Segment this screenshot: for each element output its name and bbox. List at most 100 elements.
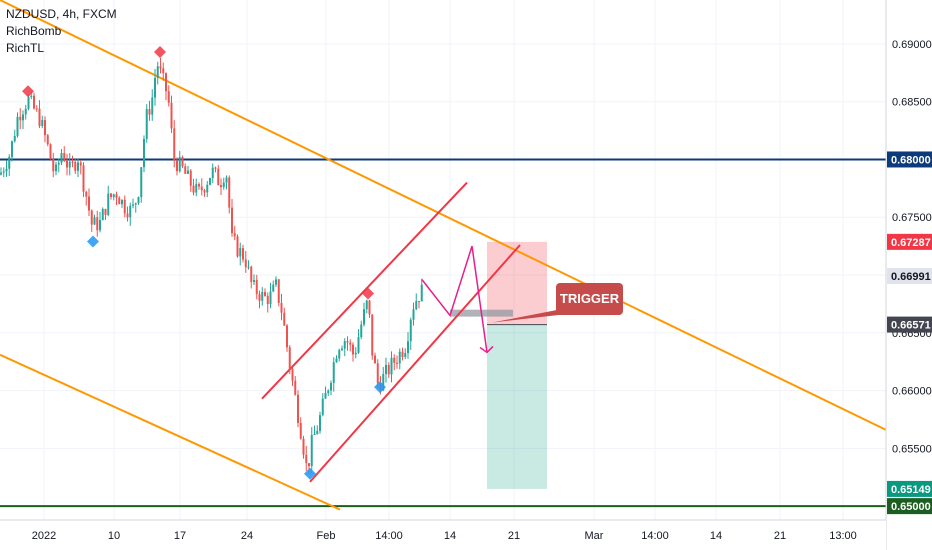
candle-body[interactable] (302, 438, 305, 455)
candle-body[interactable] (404, 353, 407, 357)
candle-body[interactable] (269, 291, 272, 305)
candle-body[interactable] (33, 95, 35, 109)
time-axis[interactable] (0, 520, 886, 550)
candle-body[interactable] (319, 415, 321, 431)
candle-body[interactable] (365, 300, 368, 310)
trigger-callout[interactable] (556, 283, 623, 315)
candle-body[interactable] (88, 196, 90, 211)
candle-body[interactable] (68, 161, 71, 168)
trendline[interactable] (261, 181, 468, 400)
candle-body[interactable] (222, 182, 225, 188)
candle-body[interactable] (206, 184, 209, 193)
candle-body[interactable] (85, 191, 88, 197)
candle-body[interactable] (277, 279, 280, 303)
candle-body[interactable] (308, 463, 310, 467)
candle-body[interactable] (71, 161, 74, 163)
candle-body[interactable] (24, 108, 27, 115)
candle-body[interactable] (178, 157, 181, 172)
candle-body[interactable] (266, 295, 269, 305)
candle-body[interactable] (349, 342, 352, 345)
candle-body[interactable] (66, 160, 68, 168)
candle-body[interactable] (112, 194, 115, 197)
swing-low-marker[interactable] (304, 467, 316, 480)
candle-body[interactable] (22, 114, 24, 121)
candle-body[interactable] (297, 394, 299, 423)
candle-body[interactable] (415, 301, 418, 310)
candle-body[interactable] (396, 362, 398, 364)
candle-body[interactable] (60, 153, 63, 163)
take-profit-zone[interactable] (487, 324, 547, 489)
trendline[interactable] (309, 244, 521, 483)
candle-body[interactable] (145, 109, 148, 139)
candle-body[interactable] (41, 120, 44, 126)
candle-body[interactable] (2, 171, 5, 173)
candle-body[interactable] (165, 73, 167, 92)
indicator-richtl[interactable]: RichTL (6, 41, 45, 55)
trendline[interactable] (0, 353, 341, 511)
candle-body[interactable] (162, 68, 165, 74)
candle-body[interactable] (118, 197, 121, 205)
candle-body[interactable] (96, 217, 99, 231)
candle-body[interactable] (409, 319, 412, 342)
candle-body[interactable] (258, 294, 261, 301)
candle-body[interactable] (101, 208, 104, 221)
candle-body[interactable] (19, 116, 22, 121)
candle-body[interactable] (401, 351, 404, 357)
candle-body[interactable] (283, 312, 286, 326)
candle-body[interactable] (291, 369, 294, 381)
candle-body[interactable] (236, 236, 239, 257)
candle-body[interactable] (374, 355, 376, 364)
candle-body[interactable] (310, 434, 313, 467)
candle-body[interactable] (27, 97, 30, 109)
candle-body[interactable] (407, 341, 409, 354)
candle-body[interactable] (214, 167, 217, 169)
candle-body[interactable] (346, 341, 349, 343)
candle-body[interactable] (305, 454, 308, 464)
candle-body[interactable] (115, 194, 118, 198)
candle-body[interactable] (264, 291, 266, 296)
candle-body[interactable] (393, 357, 396, 363)
candle-body[interactable] (187, 170, 189, 174)
candle-body[interactable] (231, 207, 233, 234)
candle-body[interactable] (203, 190, 206, 193)
candle-body[interactable] (330, 382, 332, 391)
candle-body[interactable] (288, 347, 291, 370)
candle-body[interactable] (55, 164, 57, 172)
candle-body[interactable] (418, 301, 420, 303)
candle-body[interactable] (8, 156, 11, 169)
candle-body[interactable] (195, 184, 198, 193)
candle-body[interactable] (49, 144, 52, 160)
candle-body[interactable] (239, 248, 242, 257)
swing-high-marker[interactable] (154, 46, 166, 58)
candle-body[interactable] (382, 374, 385, 391)
candle-body[interactable] (173, 128, 176, 161)
candle-body[interactable] (376, 363, 379, 384)
candle-body[interactable] (275, 279, 277, 285)
candle-body[interactable] (52, 159, 55, 172)
candle-body[interactable] (44, 120, 46, 136)
swing-low-marker[interactable] (374, 381, 386, 394)
candle-body[interactable] (176, 160, 178, 172)
candle-body[interactable] (184, 166, 187, 174)
candle-body[interactable] (341, 348, 343, 351)
candle-body[interactable] (363, 309, 365, 325)
candle-body[interactable] (228, 177, 231, 208)
candle-body[interactable] (354, 352, 357, 355)
candle-body[interactable] (74, 162, 77, 171)
candle-body[interactable] (198, 184, 200, 187)
candle-body[interactable] (79, 162, 82, 166)
candle-body[interactable] (420, 284, 423, 302)
candle-body[interactable] (357, 337, 360, 353)
candle-body[interactable] (390, 357, 393, 375)
candle-body[interactable] (13, 135, 16, 142)
candle-body[interactable] (110, 193, 112, 197)
candle-body[interactable] (159, 66, 162, 69)
candle-body[interactable] (46, 135, 49, 145)
candle-body[interactable] (387, 365, 390, 375)
price-badge[interactable] (887, 268, 932, 285)
candle-body[interactable] (398, 351, 401, 364)
candle-body[interactable] (156, 66, 159, 78)
candle-body[interactable] (321, 398, 324, 416)
candle-body[interactable] (335, 358, 338, 363)
candle-body[interactable] (143, 138, 145, 168)
